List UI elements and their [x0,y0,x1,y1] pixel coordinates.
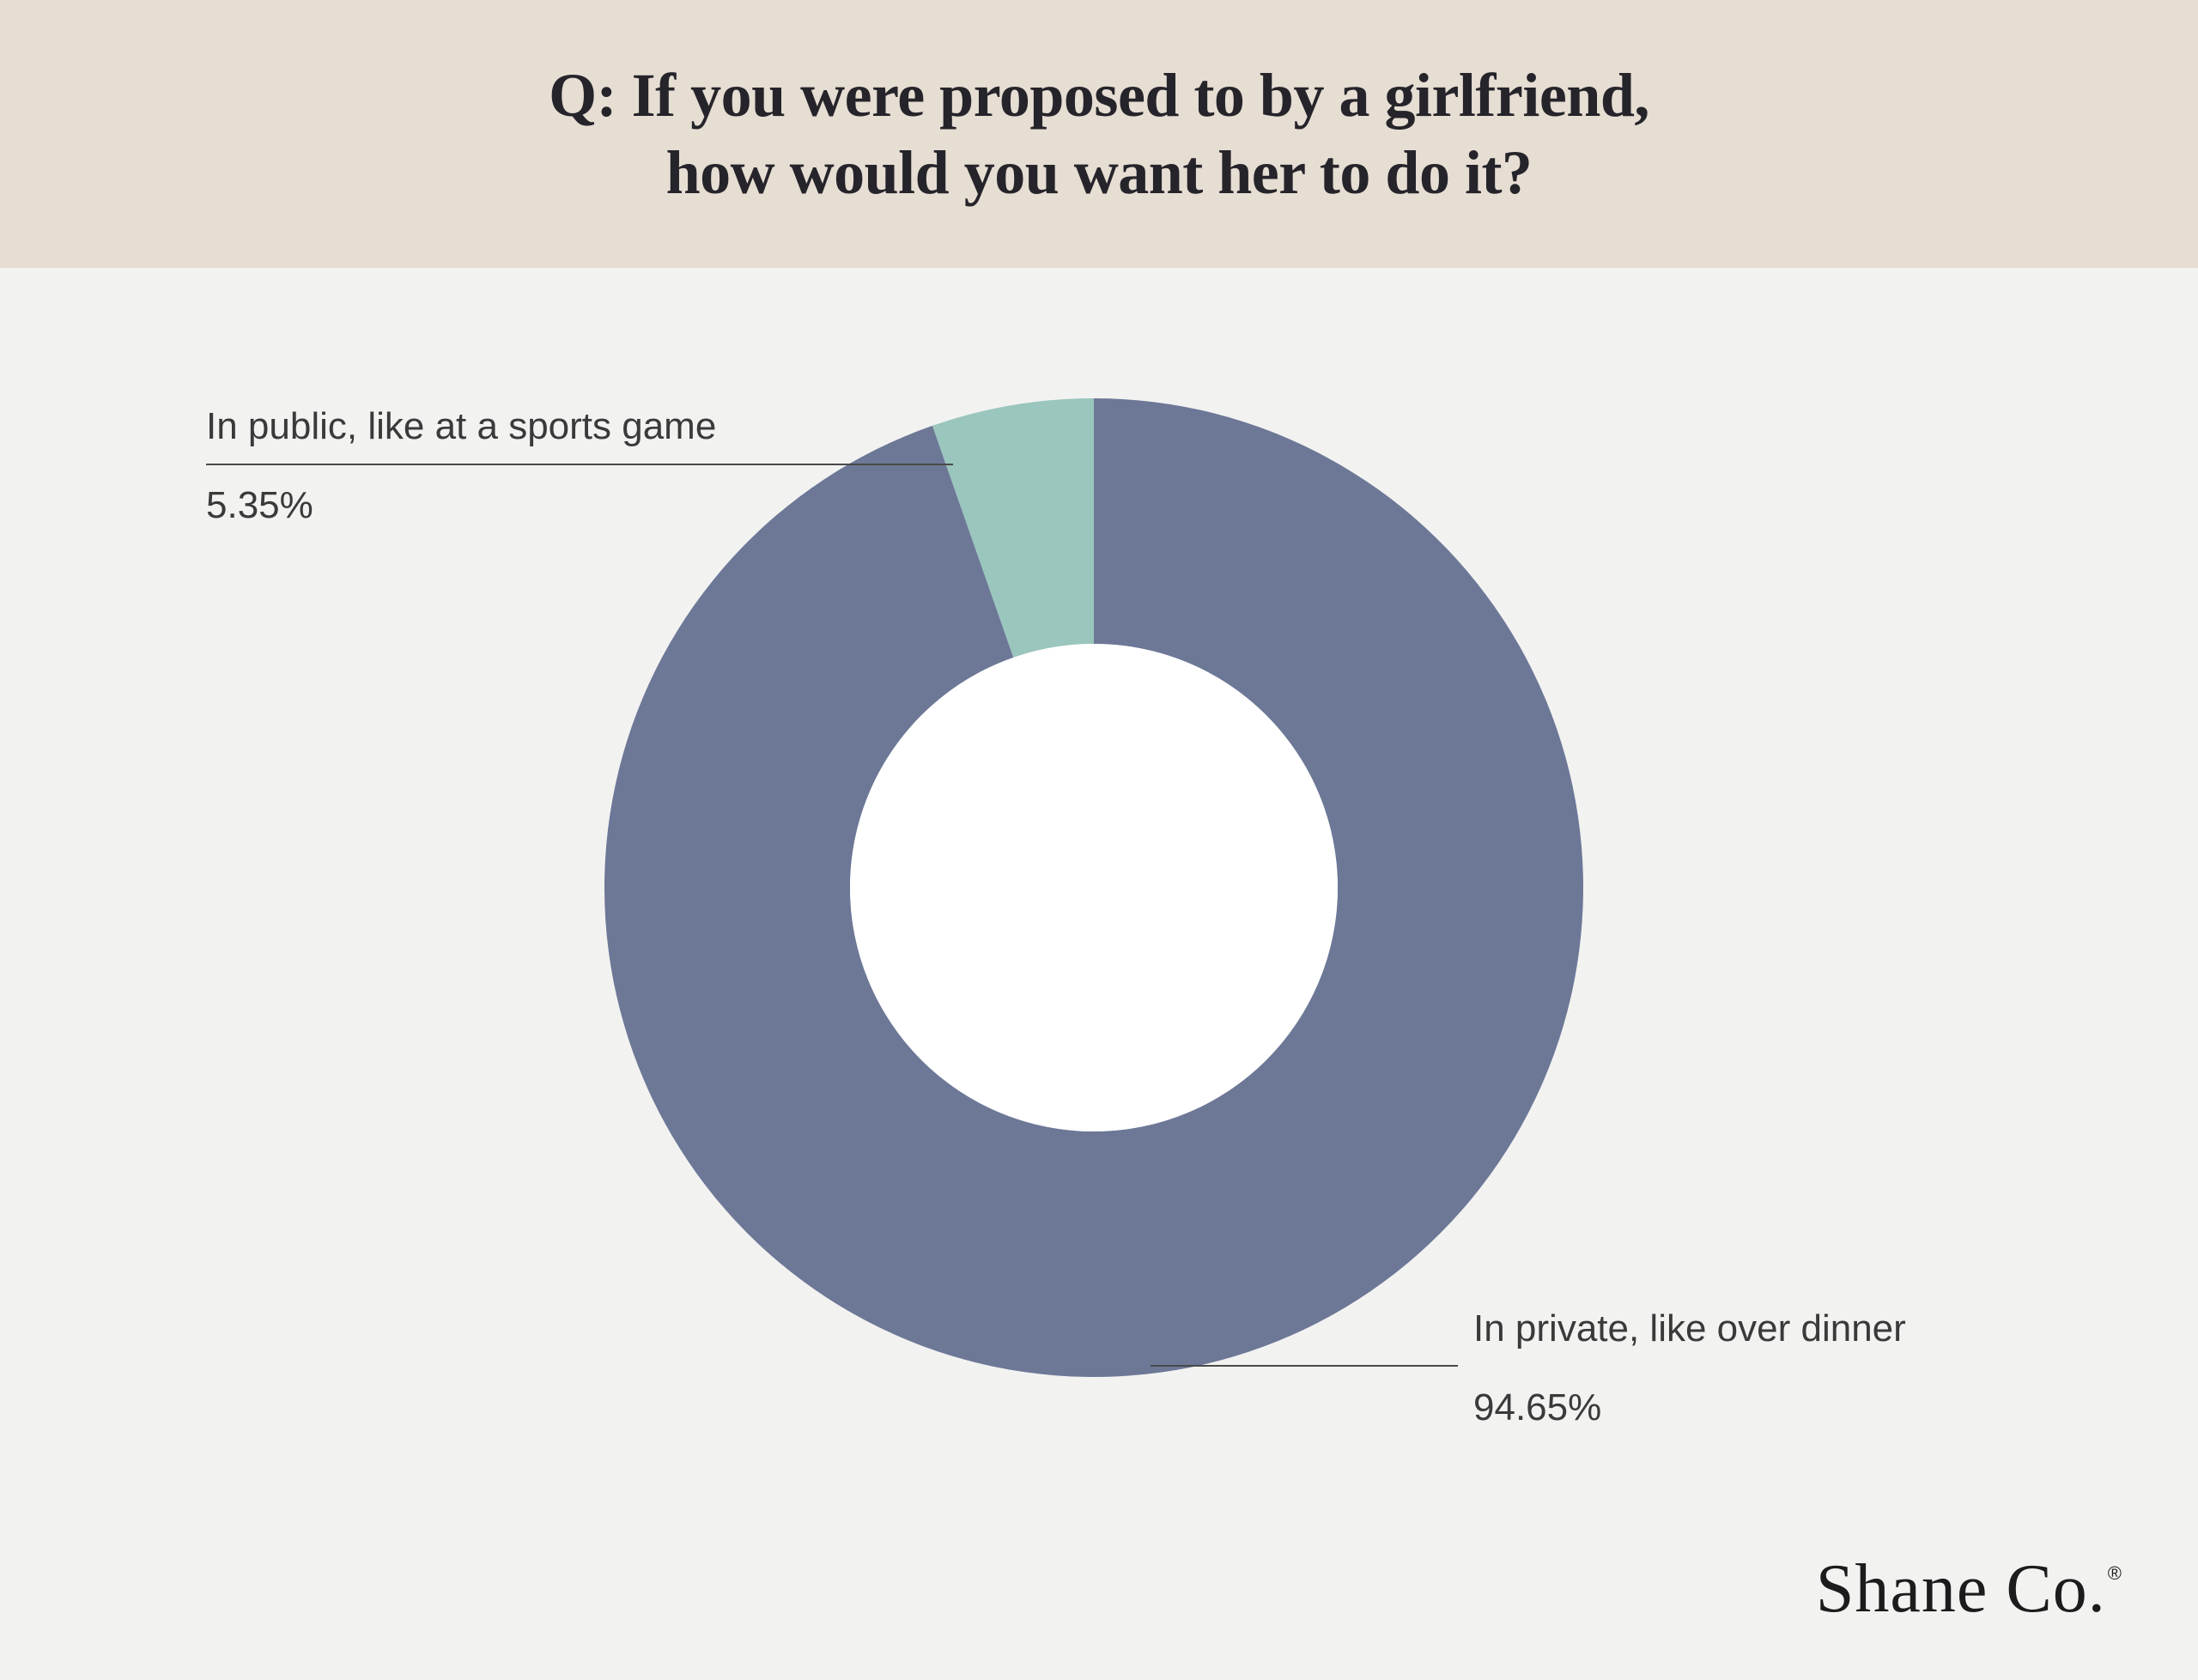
slice-name-private: In private, like over dinner [1473,1307,2092,1352]
leader-line-private [1151,1365,1458,1367]
title-band: Q: If you were proposed to by a girlfrie… [0,0,2198,268]
chart-title: Q: If you were proposed to by a girlfrie… [549,57,1649,211]
registered-mark: ® [2108,1562,2122,1584]
slice-pct-public: 5.35% [206,484,824,527]
donut-hole [850,644,1338,1131]
brand-text: Shane Co. [1816,1551,2106,1627]
chart-canvas: Q: If you were proposed to by a girlfrie… [0,0,2198,1680]
title-line-1: Q: If you were proposed to by a girlfrie… [549,61,1649,130]
donut-chart [601,395,1587,1380]
slice-name-public: In public, like at a sports game [206,404,824,450]
slice-label-public: In public, like at a sports game 5.35% [206,404,824,527]
brand-logo: Shane Co.® [1816,1550,2121,1628]
slice-label-private: In private, like over dinner 94.65% [1473,1307,2092,1429]
slice-pct-private: 94.65% [1473,1386,2092,1429]
title-line-2: how would you want her to do it? [666,138,1533,207]
